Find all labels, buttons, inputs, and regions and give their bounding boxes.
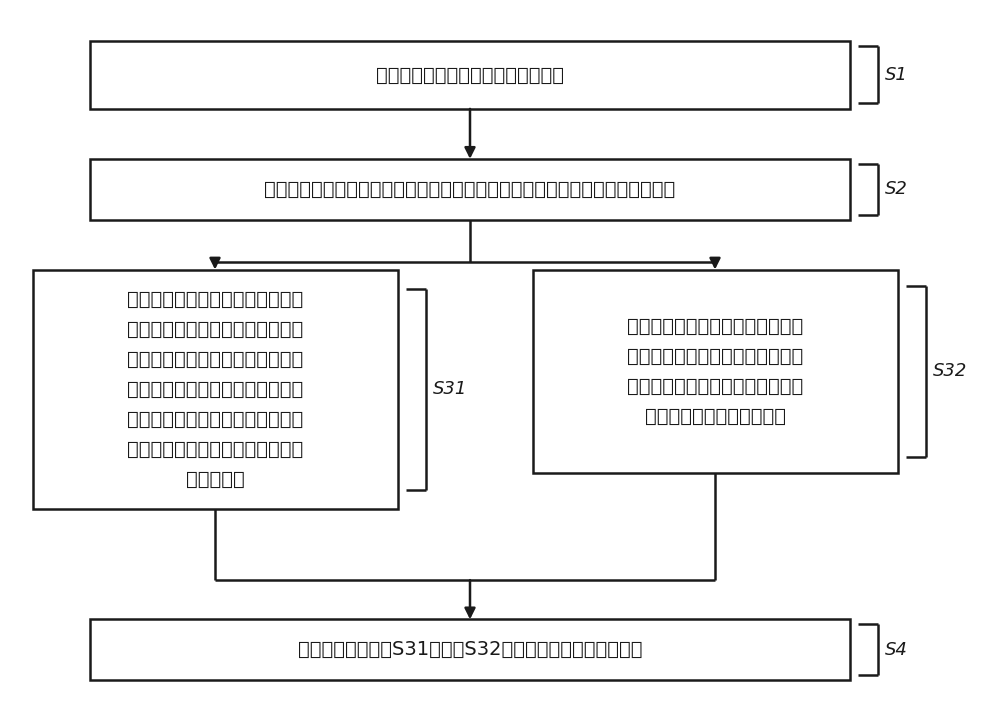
Bar	[90, 619, 850, 680]
Text: 线路分支处: 线路分支处	[186, 470, 244, 488]
Text: S31: S31	[432, 380, 467, 398]
Bar	[90, 159, 850, 220]
Text: S2: S2	[885, 180, 908, 198]
Text: 接收由牧场主系统发送的路径规划图: 接收由牧场主系统发送的路径规划图	[376, 66, 564, 84]
Bar	[532, 269, 898, 473]
Bar	[90, 41, 850, 109]
Text: 推料操作的判断条件，则控制所述: 推料操作的判断条件，则控制所述	[127, 320, 303, 338]
Text: 个目标禽畜舍的线路分支处: 个目标禽畜舍的线路分支处	[644, 407, 786, 426]
Text: 控制推料机器人按照所述路径规划图，导航行进至首个目标禽畜舍的线路分支处: 控制推料机器人按照所述路径规划图，导航行进至首个目标禽畜舍的线路分支处	[264, 180, 676, 198]
Text: 若确定不满足对所述目标禽畜舍进: 若确定不满足对所述目标禽畜舍进	[627, 317, 803, 336]
Text: 推料机器人进入所述目标禽畜舍，: 推料机器人进入所述目标禽畜舍，	[127, 350, 303, 368]
Text: 迭代执行上述步骤S31至步骤S32，直至遍历所述路径规划图: 迭代执行上述步骤S31至步骤S32，直至遍历所述路径规划图	[298, 640, 642, 659]
Text: S32: S32	[932, 362, 967, 381]
Text: 续导航行进至下一个目标禽畜舍的: 续导航行进至下一个目标禽畜舍的	[127, 440, 303, 458]
Text: 行推料操作的判断条件，则控制所: 行推料操作的判断条件，则控制所	[627, 347, 803, 366]
Text: 若确定满足对所述目标禽畜舍进行: 若确定满足对所述目标禽畜舍进行	[127, 290, 303, 308]
Text: 述推料机器人继续导航行进至下一: 述推料机器人继续导航行进至下一	[627, 377, 803, 396]
Text: S4: S4	[885, 640, 908, 659]
Text: S1: S1	[885, 66, 908, 84]
Bar	[32, 269, 398, 508]
Text: 操作后，驶离所述目标禽畜舍，继: 操作后，驶离所述目标禽畜舍，继	[127, 410, 303, 428]
Text: 并在执行对所述目标禽畜舍的推料: 并在执行对所述目标禽畜舍的推料	[127, 380, 303, 398]
